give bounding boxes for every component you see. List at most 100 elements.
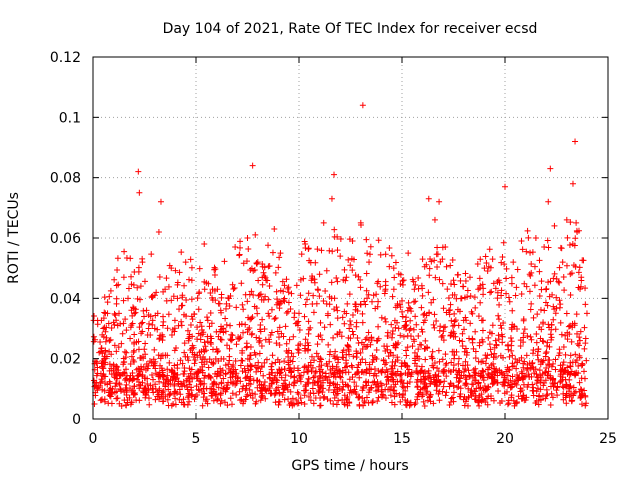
- data-point: [566, 393, 573, 400]
- data-point: [359, 310, 366, 317]
- data-point: [460, 283, 467, 290]
- data-point: [479, 327, 486, 334]
- data-point: [255, 359, 262, 366]
- data-point: [310, 400, 317, 407]
- data-point: [514, 359, 521, 366]
- data-point: [447, 381, 454, 388]
- data-point: [508, 392, 515, 399]
- data-point: [434, 244, 441, 251]
- data-point: [373, 291, 380, 298]
- data-point: [418, 304, 425, 311]
- data-point: [240, 260, 247, 267]
- data-point: [457, 385, 464, 392]
- data-point: [317, 319, 324, 326]
- data-point: [581, 345, 588, 352]
- data-point: [390, 384, 397, 391]
- data-point: [316, 293, 323, 300]
- data-point: [131, 383, 138, 390]
- data-point: [572, 235, 579, 242]
- data-point: [311, 279, 318, 286]
- data-point: [359, 345, 366, 352]
- data-point: [272, 359, 279, 366]
- data-point: [245, 367, 252, 374]
- data-point: [479, 396, 486, 403]
- data-point: [162, 383, 169, 390]
- data-point: [163, 275, 170, 282]
- data-point: [169, 368, 176, 375]
- data-point: [409, 276, 416, 283]
- data-point: [381, 361, 388, 368]
- data-point: [295, 318, 302, 325]
- data-point: [347, 335, 354, 342]
- data-point: [293, 282, 300, 289]
- data-point: [486, 341, 493, 348]
- data-point: [200, 385, 207, 392]
- data-point: [462, 366, 469, 373]
- data-point: [375, 237, 382, 244]
- data-point: [527, 272, 534, 279]
- data-point: [562, 332, 569, 339]
- data-point: [294, 400, 301, 407]
- data-point: [540, 320, 547, 327]
- data-point: [211, 264, 218, 271]
- data-point: [412, 313, 419, 320]
- data-point: [345, 256, 352, 263]
- data-point: [480, 317, 487, 324]
- data-point: [363, 378, 370, 385]
- data-point: [337, 253, 344, 260]
- data-point: [456, 337, 463, 344]
- data-point: [442, 351, 449, 358]
- data-point: [499, 253, 506, 260]
- data-point: [400, 277, 407, 284]
- data-point: [327, 366, 334, 373]
- data-point: [201, 339, 208, 346]
- data-point: [535, 356, 542, 363]
- data-point: [158, 352, 165, 359]
- data-point: [374, 398, 381, 405]
- data-point: [307, 324, 314, 331]
- data-point: [526, 288, 533, 295]
- data-point: [541, 380, 548, 387]
- data-point: [419, 256, 426, 263]
- data-point: [272, 315, 279, 322]
- data-point: [476, 339, 483, 346]
- data-point: [547, 401, 554, 408]
- data-point: [102, 380, 109, 387]
- data-point: [414, 384, 421, 391]
- data-point: [130, 375, 137, 382]
- data-point: [129, 312, 136, 319]
- data-point: [277, 287, 284, 294]
- data-point: [543, 343, 550, 350]
- data-point: [282, 377, 289, 384]
- data-point: [518, 387, 525, 394]
- data-point: [302, 381, 309, 388]
- data-point: [263, 356, 270, 363]
- data-point: [525, 234, 532, 241]
- data-point: [166, 392, 173, 399]
- data-point: [402, 347, 409, 354]
- data-point: [393, 390, 400, 397]
- data-point: [189, 374, 196, 381]
- data-point: [544, 237, 551, 244]
- data-point: [188, 366, 195, 373]
- data-point: [363, 394, 370, 401]
- data-point: [267, 390, 274, 397]
- data-point: [261, 325, 268, 332]
- data-point: [378, 387, 385, 394]
- data-point: [293, 396, 300, 403]
- x-tick-label: 10: [290, 431, 308, 447]
- data-point: [436, 358, 443, 365]
- data-point: [499, 339, 506, 346]
- data-point: [388, 334, 395, 341]
- data-point: [210, 361, 217, 368]
- data-point: [227, 368, 234, 375]
- data-point: [375, 367, 382, 374]
- data-point: [556, 297, 563, 304]
- data-point: [217, 392, 224, 399]
- data-point: [567, 291, 574, 298]
- data-point: [546, 293, 553, 300]
- data-point: [310, 374, 317, 381]
- data-point: [450, 382, 457, 389]
- data-point: [244, 298, 251, 305]
